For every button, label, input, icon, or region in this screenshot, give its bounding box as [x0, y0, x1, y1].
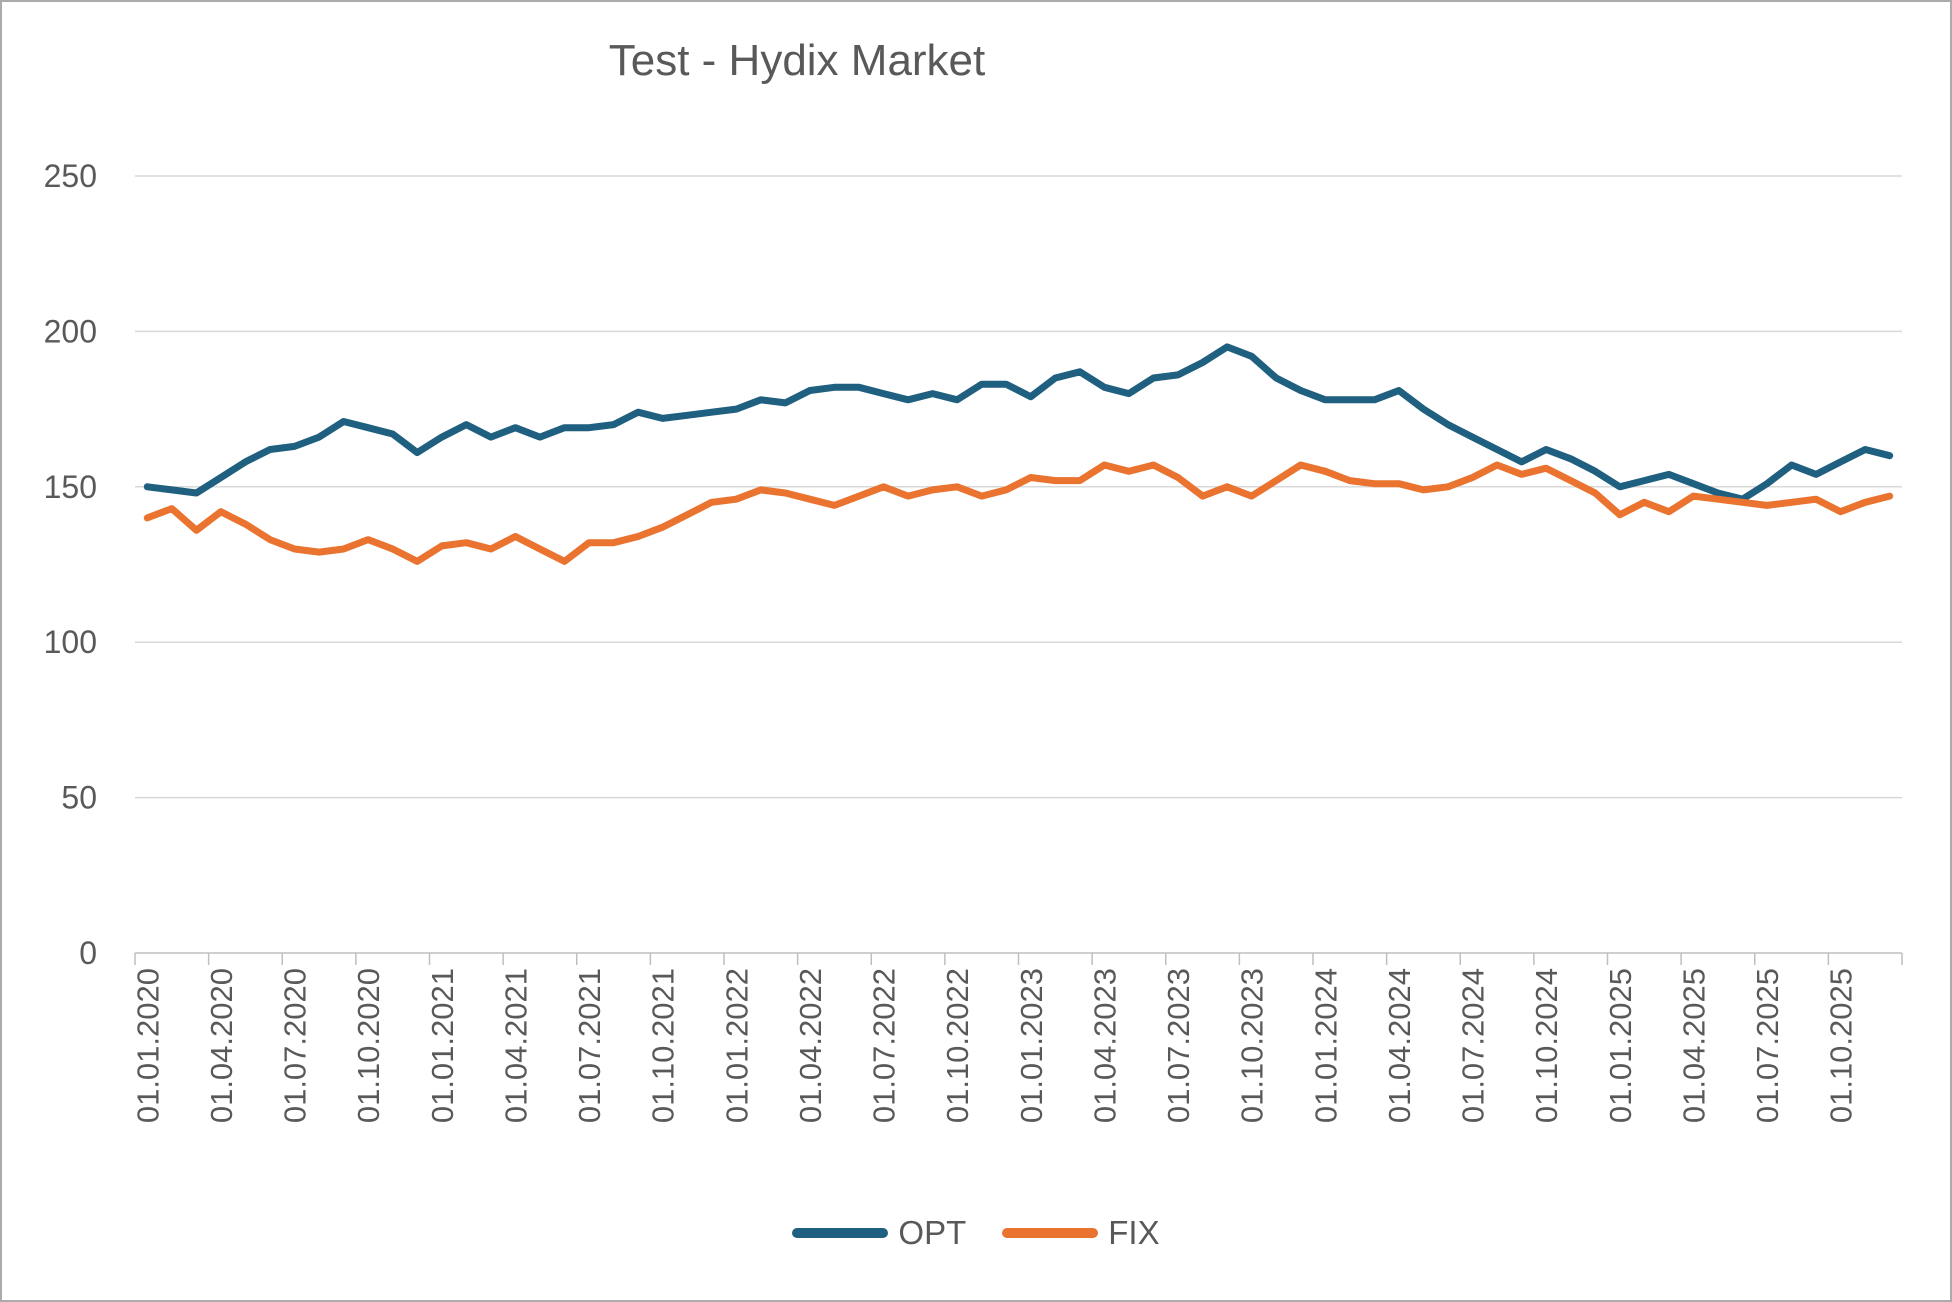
- y-axis-label-0: 0: [79, 935, 97, 971]
- x-axis-label: 01.10.2024: [1529, 968, 1564, 1123]
- x-axis-label: 01.10.2021: [646, 968, 681, 1123]
- x-axis-label: 01.01.2020: [130, 968, 165, 1123]
- legend-label-opt: OPT: [898, 1214, 967, 1251]
- legend-item-fix: FIX: [1002, 1214, 1160, 1251]
- x-axis-label: 01.04.2024: [1382, 968, 1417, 1123]
- x-axis-label: 01.01.2024: [1308, 968, 1343, 1123]
- y-axis-label-50: 50: [61, 780, 97, 816]
- x-axis-label: 01.01.2023: [1014, 968, 1049, 1123]
- x-axis-label: 01.07.2023: [1161, 968, 1196, 1123]
- x-axis-label: 01.01.2021: [425, 968, 460, 1123]
- legend-item-opt: OPT: [792, 1216, 966, 1249]
- x-axis-label: 01.07.2022: [867, 968, 902, 1123]
- x-axis-label: 01.04.2025: [1676, 968, 1711, 1123]
- x-axis-label: 01.10.2020: [351, 968, 386, 1123]
- chart-title: Test - Hydix Market: [608, 36, 986, 85]
- x-axis-label: 01.01.2025: [1603, 968, 1638, 1123]
- legend-label-fix: FIX: [1108, 1214, 1160, 1251]
- x-axis-label: 01.04.2020: [204, 968, 239, 1123]
- x-axis-label: 01.04.2023: [1087, 968, 1122, 1123]
- x-axis-label: 01.04.2021: [498, 968, 533, 1123]
- chart-legend: OPT FIX: [2, 1216, 1950, 1249]
- y-axis-label-250: 250: [44, 158, 97, 194]
- series-line-fix: [143, 461, 1894, 565]
- x-axis-label: 01.07.2024: [1456, 968, 1491, 1123]
- x-axis-label: 01.10.2025: [1824, 968, 1859, 1123]
- x-axis-label: 01.10.2023: [1235, 968, 1270, 1123]
- y-axis-label-200: 200: [44, 313, 97, 349]
- x-axis-label: 01.10.2022: [940, 968, 975, 1123]
- fix-line-swatch-icon: [1002, 1227, 1099, 1238]
- x-axis-label: 01.01.2022: [719, 968, 754, 1123]
- x-axis-label: 01.07.2025: [1750, 968, 1785, 1123]
- x-axis-label: 01.07.2021: [572, 968, 607, 1123]
- y-axis-label-100: 100: [44, 624, 97, 660]
- x-axis-label: 01.07.2020: [278, 968, 313, 1123]
- x-axis-label: 01.04.2022: [793, 968, 828, 1123]
- y-axis-label-150: 150: [44, 469, 97, 505]
- opt-line-swatch-icon: [792, 1227, 889, 1238]
- series-line-opt: [143, 343, 1894, 503]
